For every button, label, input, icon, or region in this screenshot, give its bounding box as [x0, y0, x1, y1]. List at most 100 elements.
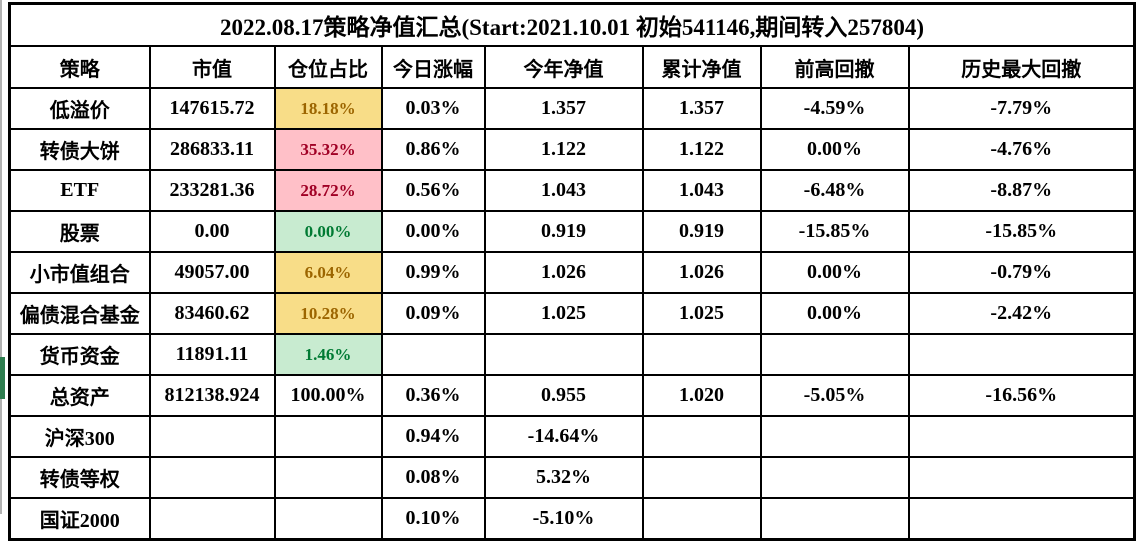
cell-ytd-nav: 1.357 [483, 87, 644, 130]
table-row-benchmark: 转债等权 0.08% 5.32% [8, 456, 1136, 499]
cell-position-pct [273, 456, 383, 499]
column-header-drawdown-from-high: 前高回撤 [759, 45, 910, 89]
cell-cumulative-nav: 1.026 [641, 251, 762, 294]
cell-drawdown-from-high [759, 333, 910, 376]
cell-max-historical-drawdown: -4.76% [907, 128, 1136, 171]
cell-strategy: 国证2000 [8, 497, 151, 541]
table-row: 股票 0.00 0.00% 0.00% 0.919 0.919 -15.85% … [8, 210, 1136, 253]
cell-today-change: 0.03% [380, 87, 486, 130]
cell-today-change: 0.36% [380, 374, 486, 417]
cell-position-pct: 100.00% [273, 374, 383, 417]
cell-ytd-nav: -14.64% [483, 415, 644, 458]
cell-market-value: 233281.36 [148, 169, 276, 212]
cell-strategy: 转债大饼 [8, 128, 151, 171]
table-row: 小市值组合 49057.00 6.04% 0.99% 1.026 1.026 0… [8, 251, 1136, 294]
cell-max-historical-drawdown: -7.79% [907, 87, 1136, 130]
table-title-row: 2022.08.17策略净值汇总(Start:2021.10.01 初始5411… [8, 2, 1136, 47]
cell-strategy: 转债等权 [8, 456, 151, 499]
cell-ytd-nav: 1.043 [483, 169, 644, 212]
cell-max-historical-drawdown: -15.85% [907, 210, 1136, 253]
cell-cumulative-nav: 0.919 [641, 210, 762, 253]
cell-max-historical-drawdown: -8.87% [907, 169, 1136, 212]
column-header-max-historical-drawdown: 历史最大回撤 [907, 45, 1136, 89]
column-header-cumulative-nav: 累计净值 [641, 45, 762, 89]
cell-ytd-nav: 0.955 [483, 374, 644, 417]
cell-drawdown-from-high [759, 415, 910, 458]
cell-market-value [148, 497, 276, 541]
cell-cumulative-nav: 1.020 [641, 374, 762, 417]
cell-strategy: 货币资金 [8, 333, 151, 376]
cell-market-value: 11891.11 [148, 333, 276, 376]
cell-drawdown-from-high: -5.05% [759, 374, 910, 417]
cell-drawdown-from-high: 0.00% [759, 292, 910, 335]
table-row: 货币资金 11891.11 1.46% [8, 333, 1136, 376]
cell-today-change: 0.09% [380, 292, 486, 335]
cell-strategy: 低溢价 [8, 87, 151, 130]
cell-market-value: 147615.72 [148, 87, 276, 130]
cell-strategy: 偏债混合基金 [8, 292, 151, 335]
table-row-total: 总资产 812138.924 100.00% 0.36% 0.955 1.020… [8, 374, 1136, 417]
cell-position-pct [273, 415, 383, 458]
cell-position-pct: 10.28% [273, 292, 383, 335]
cell-market-value [148, 456, 276, 499]
cell-drawdown-from-high: 0.00% [759, 251, 910, 294]
cell-cumulative-nav: 1.025 [641, 292, 762, 335]
cell-drawdown-from-high [759, 497, 910, 541]
cell-drawdown-from-high: -4.59% [759, 87, 910, 130]
cell-cumulative-nav [641, 333, 762, 376]
cell-strategy: ETF [8, 169, 151, 212]
column-header-strategy: 策略 [8, 45, 151, 89]
cell-position-pct [273, 497, 383, 541]
column-header-ytd-nav: 今年净值 [483, 45, 644, 89]
cell-today-change: 0.00% [380, 210, 486, 253]
cell-today-change: 0.56% [380, 169, 486, 212]
cell-cumulative-nav [641, 456, 762, 499]
cell-strategy: 沪深300 [8, 415, 151, 458]
cell-position-pct: 0.00% [273, 210, 383, 253]
cell-market-value: 286833.11 [148, 128, 276, 171]
cell-position-pct: 1.46% [273, 333, 383, 376]
cell-ytd-nav: -5.10% [483, 497, 644, 541]
cell-max-historical-drawdown [907, 333, 1136, 376]
cell-cumulative-nav: 1.043 [641, 169, 762, 212]
cell-max-historical-drawdown: -0.79% [907, 251, 1136, 294]
column-header-position-pct: 仓位占比 [273, 45, 383, 89]
cell-drawdown-from-high [759, 456, 910, 499]
cell-strategy: 股票 [8, 210, 151, 253]
sheet-left-gridline [0, 0, 2, 514]
cell-ytd-nav: 5.32% [483, 456, 644, 499]
cell-cumulative-nav: 1.122 [641, 128, 762, 171]
cell-ytd-nav: 1.025 [483, 292, 644, 335]
cell-position-pct: 6.04% [273, 251, 383, 294]
table-row-benchmark: 沪深300 0.94% -14.64% [8, 415, 1136, 458]
cell-today-change: 0.08% [380, 456, 486, 499]
strategy-nav-table: 2022.08.17策略净值汇总(Start:2021.10.01 初始5411… [8, 2, 1136, 541]
cell-ytd-nav: 1.026 [483, 251, 644, 294]
cell-ytd-nav [483, 333, 644, 376]
cell-position-pct: 28.72% [273, 169, 383, 212]
cell-market-value: 83460.62 [148, 292, 276, 335]
cell-max-historical-drawdown [907, 415, 1136, 458]
table-row-benchmark: 国证2000 0.10% -5.10% [8, 497, 1136, 541]
table-header-row: 策略 市值 仓位占比 今日涨幅 今年净值 累计净值 前高回撤 历史最大回撤 [8, 45, 1136, 89]
table-row: ETF 233281.36 28.72% 0.56% 1.043 1.043 -… [8, 169, 1136, 212]
table-title: 2022.08.17策略净值汇总(Start:2021.10.01 初始5411… [8, 2, 1136, 47]
cell-today-change: 0.10% [380, 497, 486, 541]
column-header-market-value: 市值 [148, 45, 276, 89]
table-row: 偏债混合基金 83460.62 10.28% 0.09% 1.025 1.025… [8, 292, 1136, 335]
cell-position-pct: 35.32% [273, 128, 383, 171]
cell-today-change: 0.94% [380, 415, 486, 458]
cell-drawdown-from-high: 0.00% [759, 128, 910, 171]
cell-strategy: 小市值组合 [8, 251, 151, 294]
cell-ytd-nav: 0.919 [483, 210, 644, 253]
cell-ytd-nav: 1.122 [483, 128, 644, 171]
cell-position-pct: 18.18% [273, 87, 383, 130]
cell-max-historical-drawdown: -2.42% [907, 292, 1136, 335]
cell-cumulative-nav [641, 415, 762, 458]
cell-market-value: 49057.00 [148, 251, 276, 294]
table-row: 转债大饼 286833.11 35.32% 0.86% 1.122 1.122 … [8, 128, 1136, 171]
cell-max-historical-drawdown: -16.56% [907, 374, 1136, 417]
cell-today-change [380, 333, 486, 376]
cell-cumulative-nav [641, 497, 762, 541]
